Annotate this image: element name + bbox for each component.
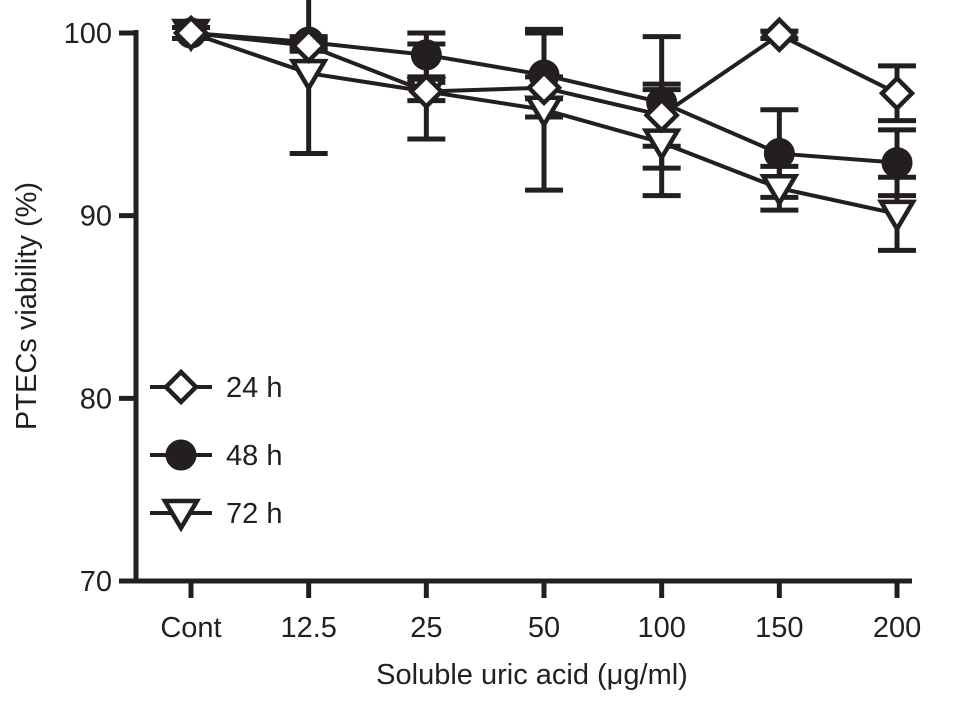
- x-tick-label: 100: [637, 612, 685, 644]
- data-point: [525, 69, 563, 106]
- y-tick-label: 70: [80, 566, 112, 598]
- legend-label: 72 h: [226, 498, 282, 530]
- y-axis-label: PTECs viability (%): [11, 182, 43, 430]
- x-tick-label: Cont: [160, 612, 221, 644]
- data-point: [290, 27, 327, 64]
- legend-marker: [165, 439, 197, 471]
- legend-marker: [162, 368, 200, 406]
- data-point: [877, 199, 917, 234]
- y-tick-label: 100: [64, 18, 112, 50]
- x-tick-label: 25: [410, 612, 442, 644]
- data-point: [172, 14, 210, 52]
- x-axis-label: Soluble uric acid (μg/ml): [376, 659, 688, 691]
- legend-label: 48 h: [226, 440, 282, 472]
- series-markers: [171, 14, 917, 234]
- data-point: [761, 16, 798, 54]
- x-tick-label: 150: [755, 612, 803, 644]
- legend-marker: [161, 498, 201, 533]
- axes: 70 80 90 100 Cont 12.5 25 50 100 150 200: [64, 18, 922, 644]
- data-point: [408, 73, 445, 110]
- data-point: [410, 39, 442, 71]
- x-tick-label: 50: [528, 612, 560, 644]
- data-point: [763, 138, 795, 170]
- data-point: [878, 75, 916, 112]
- legend-label: 24 h: [226, 372, 282, 404]
- data-point: [759, 174, 800, 208]
- x-tick-label: 200: [873, 612, 921, 644]
- data-point: [881, 147, 913, 179]
- legend: 24 h 48 h 72 h: [150, 368, 282, 533]
- y-tick-label: 80: [80, 383, 112, 415]
- x-tick-label: 12.5: [280, 612, 336, 644]
- y-tick-label: 90: [80, 201, 112, 233]
- data-point: [643, 97, 680, 134]
